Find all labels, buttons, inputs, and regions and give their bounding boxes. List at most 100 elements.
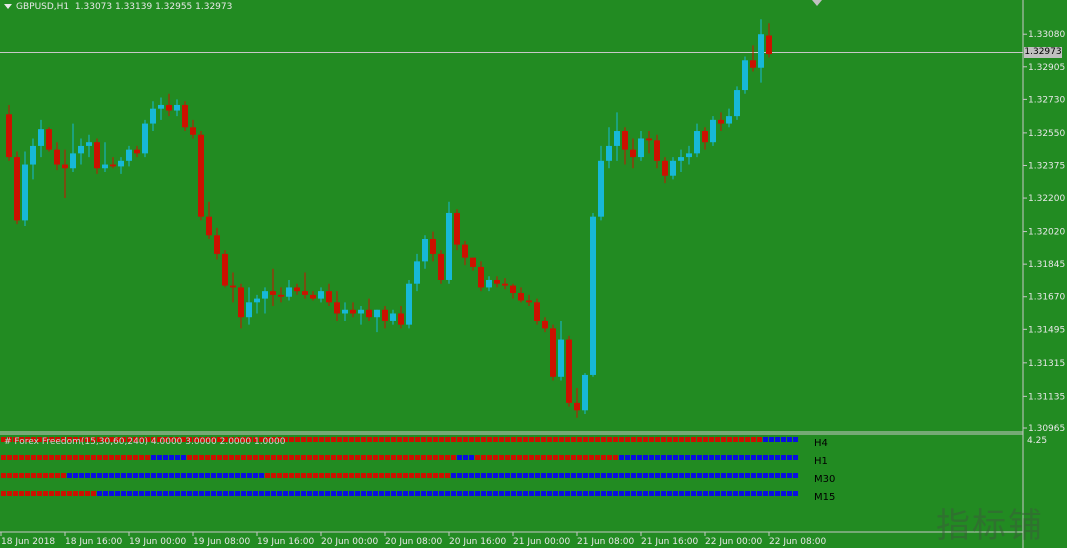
indicator-cell [355,491,360,496]
indicator-cell [421,491,426,496]
indicator-cell [169,473,174,478]
indicator-cell [211,455,216,460]
indicator-cell [709,437,714,442]
indicator-cell [535,437,540,442]
candle-bull [286,287,292,297]
indicator-cell [517,491,522,496]
indicator-title[interactable]: # Forex Freedom(15,30,60,240) 4.0000 3.0… [4,437,286,447]
indicator-cell [511,455,516,460]
indicator-cell [409,437,414,442]
indicator-cell [427,491,432,496]
chart-shift-marker-icon[interactable] [812,0,822,6]
indicator-cell [793,491,798,496]
indicator-cell [595,455,600,460]
indicator-cell [301,437,306,442]
indicator-cell [535,491,540,496]
watermark-logo: 指标铺 [936,506,1044,546]
indicator-cell [415,455,420,460]
candle-bear [542,320,548,329]
indicator-cell [337,491,342,496]
indicator-cell [721,437,726,442]
indicator-cell [751,437,756,442]
indicator-cell [469,491,474,496]
indicator-cell [625,491,630,496]
indicator-cell [1,437,6,442]
indicator-cell [685,437,690,442]
indicator-cell [277,473,282,478]
indicator-cell [151,437,156,442]
candle-bear [510,285,516,294]
indicator-cell [55,473,60,478]
indicator-cell [739,491,744,496]
indicator-cell [217,491,222,496]
time-tick-label: 21 Jun 08:00 [577,537,634,547]
indicator-cell [7,437,12,442]
candle-bear [462,244,468,258]
indicator-cell [31,455,36,460]
indicator-cell [385,455,390,460]
indicator-cell [541,491,546,496]
candle-bear [190,127,196,135]
indicator-cell [235,455,240,460]
candle-bull [390,313,396,321]
indicator-cell [97,491,102,496]
indicator-cell [367,491,372,496]
indicator-cell [571,491,576,496]
indicator-cell [679,491,684,496]
indicator-cell [451,455,456,460]
indicator-cell [559,473,564,478]
indicator-cell [223,473,228,478]
candle-bear [574,402,580,411]
indicator-cell [475,437,480,442]
indicator-cell [73,455,78,460]
indicator-cell [253,437,258,442]
indicator-cell [769,473,774,478]
indicator-cell [505,491,510,496]
candle-bear [110,164,116,167]
indicator-cell [463,491,468,496]
indicator-cell [133,437,138,442]
indicator-cell [295,473,300,478]
candle-bull [262,291,268,299]
price-axis[interactable]: 1.33080 1.32905 1.32730 1.32550 1.32375 1.322… [1023,30,1065,434]
indicator-cell [505,473,510,478]
symbol-info-bar[interactable]: GBPUSD,H1 1.33073 1.33139 1.32955 1.3297… [4,2,232,12]
indicator-cell [49,473,54,478]
candle-bear [334,302,340,314]
time-tick-label: 22 Jun 08:00 [769,537,826,547]
indicator-cell [247,491,252,496]
indicator-cell [25,437,30,442]
indicator-cell [637,437,642,442]
indicator-cell [667,455,672,460]
candle-bull [318,291,324,299]
indicator-cell [253,473,258,478]
collapse-triangle-icon[interactable] [4,4,12,9]
indicator-cell [427,473,432,478]
time-axis[interactable]: 18 Jun 2018 18 Jun 16:00 19 Jun 00:00 19 Ju… [0,532,826,547]
candle-bull [678,157,684,161]
indicator-cell [307,491,312,496]
indicator-cell [403,491,408,496]
indicator-cell [493,437,498,442]
indicator-cell [457,437,462,442]
indicator-cell [475,473,480,478]
indicator-cell [451,437,456,442]
indicator-cell [349,473,354,478]
candle-bear [470,257,476,267]
indicator-cell [175,491,180,496]
indicator-cell [487,455,492,460]
candle-bear [478,266,484,288]
indicator-cell [373,437,378,442]
candle-bear [62,164,68,169]
indicator-cell [553,473,558,478]
candle-bear [206,216,212,236]
indicator-cell [565,491,570,496]
time-tick-label: 19 Jun 08:00 [193,537,250,547]
indicator-cell [55,491,60,496]
indicator-cell [673,437,678,442]
indicator-cell [583,491,588,496]
price-tick-label: 1.31495 [1028,325,1065,335]
indicator-cell [61,491,66,496]
candle-bull [734,90,740,117]
